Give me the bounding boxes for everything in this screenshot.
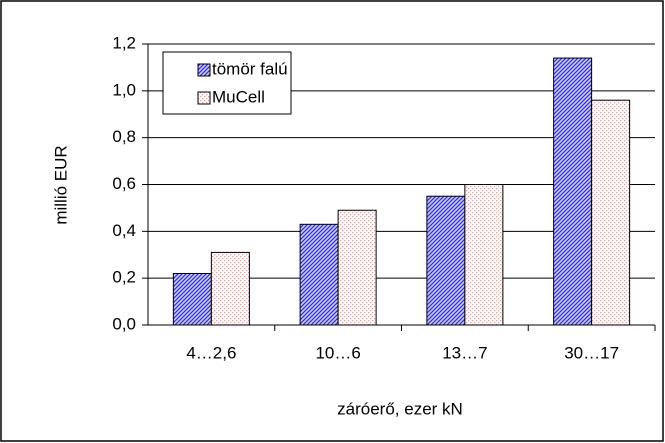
legend-box [162,51,292,115]
legend-label: tömör falú [212,59,288,78]
bar [337,209,377,326]
x-tick-label: 30…17 [564,343,619,362]
bar [426,195,466,326]
legend-swatch [197,63,211,77]
y-tick-label: 0,0 [112,314,136,333]
bar [210,251,250,326]
y-axis-label: millió EUR [51,145,70,224]
x-tick-label: 10…6 [315,343,360,362]
y-tick-label: 1,2 [112,33,136,52]
x-tick-label: 4…2,6 [186,343,236,362]
y-tick-label: 0,6 [112,174,136,193]
legend-label: MuCell [212,87,265,106]
legend-swatch [197,91,211,105]
bar [299,223,339,326]
y-tick-label: 0,2 [112,268,136,287]
x-axis-label: záróerő, ezer kN [337,399,463,418]
y-tick-label: 0,4 [112,221,136,240]
bar [172,272,212,326]
bar [591,99,631,326]
x-tick-label: 13…7 [442,343,487,362]
y-tick-label: 1,0 [112,80,136,99]
bar [553,57,593,326]
bar [464,184,504,326]
y-tick-label: 0,8 [112,127,136,146]
